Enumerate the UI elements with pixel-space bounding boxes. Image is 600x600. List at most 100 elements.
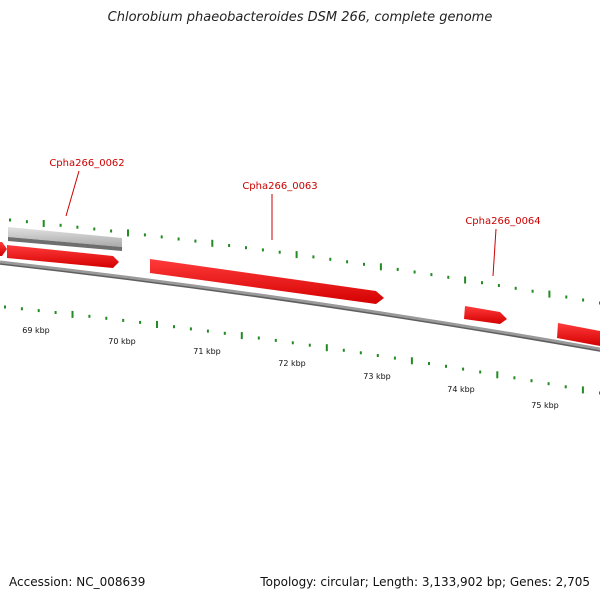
minor-tick (4, 305, 6, 309)
minor-tick (531, 289, 534, 293)
gene-arrow-cpha266-0064[interactable] (464, 306, 507, 324)
minor-tick (274, 338, 277, 342)
major-tick (548, 290, 551, 298)
gene-labels: Cpha266_0062 Cpha266_0063 Cpha266_0064 (49, 158, 541, 277)
minor-tick (428, 362, 430, 365)
minor-tick (481, 281, 483, 285)
major-tick (379, 263, 382, 271)
minor-tick (329, 257, 332, 261)
minor-tick (363, 262, 365, 266)
scale-label: 72 kbp (278, 359, 306, 368)
major-tick (127, 229, 129, 237)
upper-feature-track (8, 227, 122, 251)
gene-label-leader (492, 228, 497, 277)
genome-summary-text: Topology: circular; Length: 3,133,902 bp… (260, 575, 590, 589)
inner-tick-row (4, 305, 600, 395)
minor-tick (430, 273, 433, 277)
minor-tick (37, 309, 40, 313)
major-tick (496, 371, 499, 379)
minor-tick (447, 275, 450, 279)
minor-tick (189, 327, 192, 331)
accession-text: Accession: NC_008639 (9, 575, 146, 589)
gene-track (0, 242, 600, 346)
gene-arrow-cpha266-0062[interactable] (7, 245, 119, 268)
minor-tick (228, 244, 231, 247)
scale-label: 70 kbp (108, 337, 136, 346)
minor-tick (105, 316, 108, 320)
gene-arrow-cpha266-0063[interactable] (150, 259, 384, 304)
minor-tick (25, 220, 28, 224)
scale-label: 71 kbp (193, 347, 221, 356)
minor-tick (342, 348, 345, 352)
major-tick (156, 321, 158, 328)
gene-label-cpha266-0063[interactable]: Cpha266_0063 (242, 181, 317, 192)
scale-label: 74 kbp (447, 385, 475, 394)
genome-backbone (0, 260, 600, 351)
grey-feature-bar (8, 227, 122, 247)
minor-tick (88, 314, 91, 318)
minor-tick (565, 295, 568, 299)
minor-tick (530, 379, 533, 383)
minor-tick (143, 233, 146, 237)
minor-tick (514, 286, 517, 290)
minor-tick (445, 364, 447, 368)
minor-tick (396, 267, 399, 271)
minor-tick (582, 298, 585, 302)
genome-title: Chlorobium phaeobacteroides DSM 266, com… (107, 10, 493, 25)
minor-tick (122, 318, 125, 322)
major-tick (240, 332, 243, 340)
minor-tick (462, 367, 465, 371)
gene-label-leader (65, 170, 80, 217)
scale-label: 73 kbp (363, 372, 391, 381)
minor-tick (346, 260, 349, 264)
scale-label: 75 kbp (531, 401, 559, 410)
minor-tick (359, 351, 362, 355)
minor-tick (497, 284, 500, 287)
gene-label-cpha266-0064[interactable]: Cpha266_0064 (465, 216, 540, 227)
minor-tick (257, 336, 260, 340)
major-tick (410, 357, 413, 365)
major-tick (464, 276, 467, 284)
minor-tick (308, 343, 311, 347)
minor-tick (139, 320, 142, 324)
major-tick (42, 220, 45, 227)
minor-tick (376, 354, 379, 357)
minor-tick (93, 227, 96, 231)
minor-tick (9, 218, 11, 222)
minor-tick (76, 225, 79, 229)
genome-backbone-shadow (0, 263, 600, 352)
gene-label-cpha266-0062[interactable]: Cpha266_0062 (49, 158, 124, 169)
minor-tick (206, 329, 209, 333)
minor-tick (110, 229, 113, 233)
minor-tick (177, 237, 180, 241)
minor-tick (393, 356, 396, 360)
minor-tick (547, 382, 550, 386)
minor-tick (223, 331, 226, 335)
major-tick (71, 310, 74, 318)
minor-tick (312, 255, 315, 259)
minor-tick (20, 307, 23, 311)
major-tick (325, 344, 328, 352)
grey-feature-bar-shadow (8, 237, 122, 251)
minor-tick (413, 270, 416, 274)
scale-labels: 69 kbp 70 kbp 71 kbp 72 kbp 73 kbp 74 kb… (22, 326, 559, 410)
major-tick (211, 239, 214, 247)
minor-tick (245, 246, 247, 250)
major-tick (581, 386, 584, 394)
minor-tick (513, 376, 516, 380)
scale-label: 69 kbp (22, 326, 50, 335)
minor-tick (59, 223, 62, 227)
gene-arrow-end-fragment[interactable] (557, 323, 600, 346)
minor-tick (173, 325, 175, 329)
minor-tick (194, 239, 197, 243)
minor-tick (261, 248, 264, 252)
major-tick (295, 251, 298, 259)
minor-tick (479, 370, 482, 374)
gene-arrow-start-fragment[interactable] (0, 242, 7, 256)
minor-tick (291, 341, 294, 345)
minor-tick (564, 385, 567, 389)
minor-tick (160, 235, 163, 239)
minor-tick (54, 311, 57, 314)
minor-tick (278, 250, 281, 254)
